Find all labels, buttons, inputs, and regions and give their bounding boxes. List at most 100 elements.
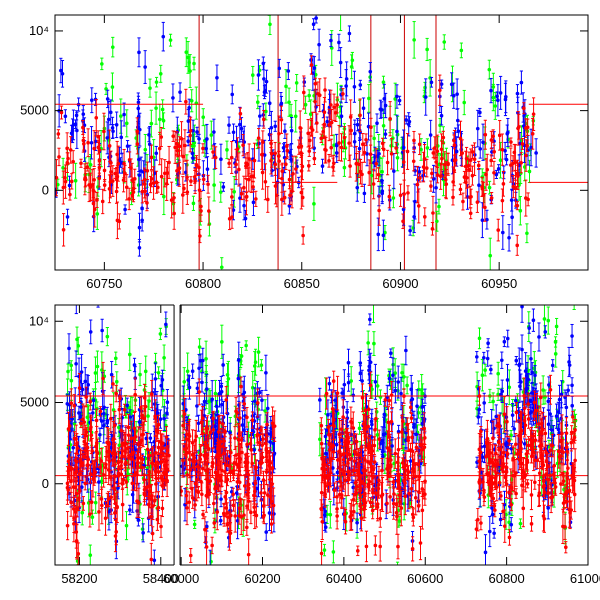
data-point <box>487 185 492 190</box>
data-point <box>122 112 126 117</box>
data-point <box>105 136 110 140</box>
data-point <box>398 193 403 198</box>
data-point <box>188 128 193 133</box>
data-point <box>387 194 392 199</box>
data-point <box>480 218 485 222</box>
x-tick-label: 60750 <box>86 276 122 291</box>
data-point <box>137 50 141 55</box>
data-point <box>381 80 386 84</box>
data-point <box>117 219 122 224</box>
data-point <box>522 106 526 110</box>
data-point <box>383 132 388 136</box>
data-point <box>358 169 363 174</box>
data-point <box>344 84 348 88</box>
data-point <box>79 161 83 166</box>
data-point <box>230 92 235 97</box>
data-point <box>220 340 224 344</box>
data-point <box>138 372 142 377</box>
data-point <box>358 83 363 87</box>
data-point <box>412 38 416 42</box>
data-point <box>401 160 406 164</box>
data-point <box>331 165 335 169</box>
data-point <box>507 385 512 390</box>
data-point <box>357 426 362 431</box>
data-point <box>204 146 209 151</box>
data-point <box>527 326 531 330</box>
data-point <box>391 196 396 200</box>
data-point <box>135 142 140 146</box>
data-point <box>191 156 195 161</box>
data-point <box>314 16 318 20</box>
data-point <box>524 126 528 130</box>
data-point <box>313 99 317 104</box>
data-layer <box>55 5 588 270</box>
data-point <box>402 375 406 379</box>
data-point <box>253 360 258 364</box>
data-point <box>531 112 536 116</box>
data-point <box>458 136 463 141</box>
data-point <box>258 114 262 118</box>
data-point <box>63 179 68 184</box>
data-point <box>192 522 197 527</box>
data-point <box>449 82 454 87</box>
data-point <box>149 177 154 181</box>
data-point <box>496 98 500 103</box>
y-tick-label: 10⁴ <box>29 23 49 38</box>
data-point <box>102 183 107 187</box>
data-point <box>247 157 251 161</box>
data-point <box>376 232 381 237</box>
data-point <box>492 149 496 154</box>
data-point <box>256 350 261 354</box>
data-point <box>311 5 315 9</box>
data-point <box>496 228 501 232</box>
data-point <box>226 376 231 381</box>
data-point <box>156 370 161 375</box>
data-point <box>232 189 237 194</box>
data-point <box>242 185 246 190</box>
data-point <box>198 234 202 238</box>
data-point <box>394 146 398 150</box>
data-point <box>355 122 360 127</box>
data-point <box>116 161 121 166</box>
data-point <box>102 129 106 134</box>
data-point <box>237 167 241 172</box>
data-point <box>397 519 402 523</box>
data-point <box>124 185 129 190</box>
data-point <box>252 399 257 404</box>
data-point <box>329 120 334 125</box>
data-point <box>476 163 481 168</box>
data-point <box>95 212 100 216</box>
data-point <box>467 167 471 172</box>
data-point <box>367 96 371 101</box>
data-point <box>378 107 383 112</box>
data-point <box>380 189 385 193</box>
data-point <box>196 421 201 426</box>
data-point <box>68 192 72 197</box>
data-point <box>91 201 96 206</box>
data-point <box>100 199 105 204</box>
data-point <box>498 158 503 163</box>
data-point <box>110 179 115 183</box>
data-point <box>342 135 347 140</box>
data-point <box>501 230 505 235</box>
data-point <box>480 185 484 189</box>
data-point <box>401 219 405 224</box>
data-point <box>419 387 424 392</box>
data-point <box>327 159 331 163</box>
data-point <box>554 324 559 329</box>
data-point <box>110 85 115 89</box>
data-point <box>273 151 277 156</box>
data-point <box>478 147 483 151</box>
data-point <box>299 190 304 195</box>
data-point <box>400 415 405 420</box>
data-point <box>154 80 159 84</box>
data-point <box>201 177 206 182</box>
data-point <box>428 133 433 137</box>
data-point <box>277 131 281 136</box>
data-point <box>124 523 129 528</box>
data-point <box>229 155 234 160</box>
data-point <box>524 196 528 200</box>
data-point <box>547 574 551 578</box>
data-point <box>507 235 511 240</box>
data-point <box>375 384 380 388</box>
